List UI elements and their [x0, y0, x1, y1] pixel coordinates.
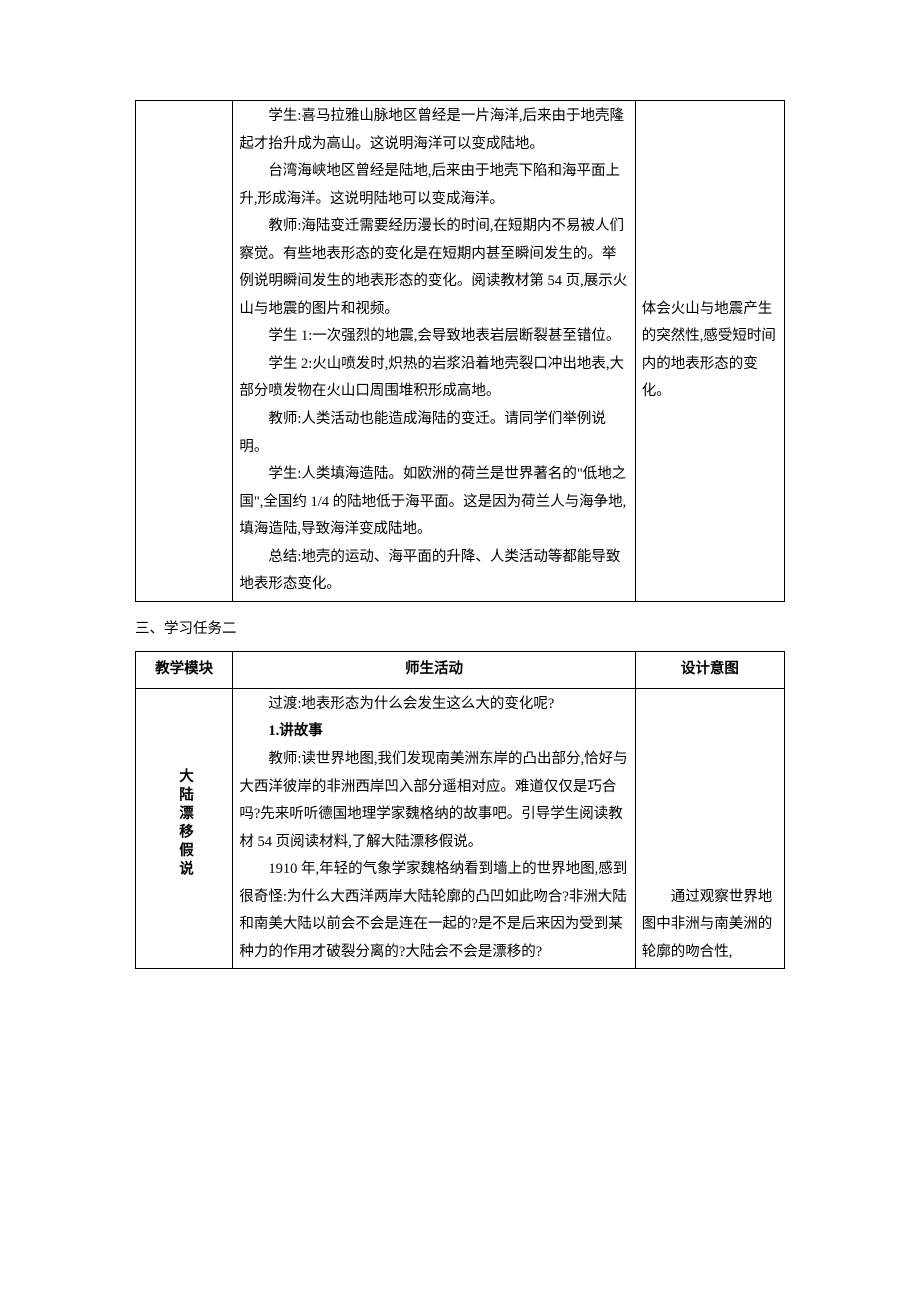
activity-paragraph: 学生 1:一次强烈的地震,会导致地表岩层断裂甚至错位。 — [239, 323, 628, 351]
header-module: 教学模块 — [136, 652, 233, 689]
module-cell: 大陆漂移假说 — [136, 688, 233, 968]
section-heading: 三、学习任务二 — [135, 616, 785, 644]
activity-paragraph: 学生:人类填海造陆。如欧洲的荷兰是世界著名的"低地之国",全国约 1/4 的陆地… — [239, 461, 628, 544]
activity-paragraph: 教师:人类活动也能造成海陆的变迁。请同学们举例说明。 — [239, 406, 628, 461]
header-intent: 设计意图 — [635, 652, 784, 689]
table-row: 学生:喜马拉雅山脉地区曾经是一片海洋,后来由于地壳隆起才抬升成为高山。这说明海洋… — [136, 101, 785, 602]
activity-paragraph: 总结:地壳的运动、海平面的升降、人类活动等都能导致地表形态变化。 — [239, 544, 628, 599]
activity-subheading: 1.讲故事 — [239, 718, 628, 746]
activity-paragraph: 过渡:地表形态为什么会发生这么大的变化呢? — [239, 691, 628, 719]
table-row: 大陆漂移假说 过渡:地表形态为什么会发生这么大的变化呢? 1.讲故事 教师:读世… — [136, 688, 785, 968]
activity-paragraph: 教师:海陆变迁需要经历漫长的时间,在短期内不易被人们察觉。有些地表形态的变化是在… — [239, 213, 628, 323]
activity-cell: 学生:喜马拉雅山脉地区曾经是一片海洋,后来由于地壳隆起才抬升成为高山。这说明海洋… — [233, 101, 635, 602]
table-header-row: 教学模块 师生活动 设计意图 — [136, 652, 785, 689]
module-vertical-label: 大陆漂移假说 — [170, 768, 198, 879]
intent-cell: 通过观察世界地图中非洲与南美洲的轮廓的吻合性, — [635, 688, 784, 968]
lesson-table-1: 学生:喜马拉雅山脉地区曾经是一片海洋,后来由于地壳隆起才抬升成为高山。这说明海洋… — [135, 100, 785, 602]
activity-paragraph: 学生 2:火山喷发时,炽热的岩浆沿着地壳裂口冲出地表,大部分喷发物在火山口周围堆… — [239, 351, 628, 406]
activity-cell: 过渡:地表形态为什么会发生这么大的变化呢? 1.讲故事 教师:读世界地图,我们发… — [233, 688, 635, 968]
activity-paragraph: 台湾海峡地区曾经是陆地,后来由于地壳下陷和海平面上升,形成海洋。这说明陆地可以变… — [239, 158, 628, 213]
module-cell-empty — [136, 101, 233, 602]
activity-paragraph: 1910 年,年轻的气象学家魏格纳看到墙上的世界地图,感到很奇怪:为什么大西洋两… — [239, 856, 628, 966]
intent-cell: 体会火山与地震产生的突然性,感受短时间内的地表形态的变化。 — [635, 101, 784, 602]
activity-paragraph: 教师:读世界地图,我们发现南美洲东岸的凸出部分,恰好与大西洋彼岸的非洲西岸凹入部… — [239, 746, 628, 856]
activity-paragraph: 学生:喜马拉雅山脉地区曾经是一片海洋,后来由于地壳隆起才抬升成为高山。这说明海洋… — [239, 103, 628, 158]
intent-text: 通过观察世界地图中非洲与南美洲的轮廓的吻合性, — [642, 884, 778, 967]
lesson-table-2: 教学模块 师生活动 设计意图 大陆漂移假说 过渡:地表形态为什么会发生这么大的变… — [135, 651, 785, 969]
header-activity: 师生活动 — [233, 652, 635, 689]
intent-text: 体会火山与地震产生的突然性,感受短时间内的地表形态的变化。 — [642, 296, 778, 406]
